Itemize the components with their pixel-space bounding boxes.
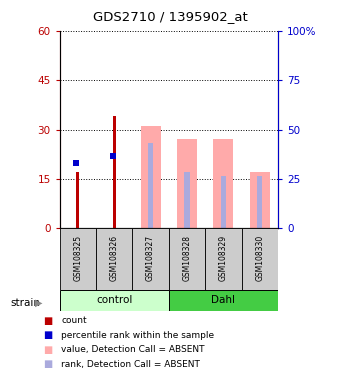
- Text: percentile rank within the sample: percentile rank within the sample: [61, 331, 214, 340]
- Bar: [205, 228, 241, 290]
- Bar: [76, 172, 79, 228]
- Bar: [96, 228, 132, 290]
- Text: GSM108328: GSM108328: [182, 235, 192, 281]
- Bar: [169, 290, 278, 311]
- Bar: [148, 143, 153, 228]
- Bar: [221, 176, 226, 228]
- Text: ■: ■: [43, 330, 53, 340]
- Text: ■: ■: [43, 345, 53, 355]
- Text: ■: ■: [43, 316, 53, 326]
- Bar: [60, 290, 169, 311]
- Bar: [140, 126, 161, 228]
- Bar: [213, 139, 233, 228]
- Bar: [241, 228, 278, 290]
- Bar: [113, 116, 116, 228]
- Text: count: count: [61, 316, 87, 325]
- Bar: [169, 228, 205, 290]
- Text: rank, Detection Call = ABSENT: rank, Detection Call = ABSENT: [61, 360, 200, 369]
- Text: ▶: ▶: [35, 298, 43, 308]
- Text: GSM108330: GSM108330: [255, 235, 264, 281]
- Text: GDS2710 / 1395902_at: GDS2710 / 1395902_at: [93, 10, 248, 23]
- Text: GSM108326: GSM108326: [110, 235, 119, 281]
- Text: value, Detection Call = ABSENT: value, Detection Call = ABSENT: [61, 345, 205, 354]
- Text: GSM108327: GSM108327: [146, 235, 155, 281]
- Bar: [177, 139, 197, 228]
- Bar: [257, 176, 263, 228]
- Bar: [184, 172, 190, 228]
- Text: strain: strain: [10, 298, 40, 308]
- Text: GSM108329: GSM108329: [219, 235, 228, 281]
- Text: ■: ■: [43, 359, 53, 369]
- Bar: [60, 228, 96, 290]
- Text: GSM108325: GSM108325: [73, 235, 83, 281]
- Text: Dahl: Dahl: [211, 295, 235, 306]
- Bar: [250, 172, 270, 228]
- Text: control: control: [96, 295, 132, 306]
- Bar: [132, 228, 169, 290]
